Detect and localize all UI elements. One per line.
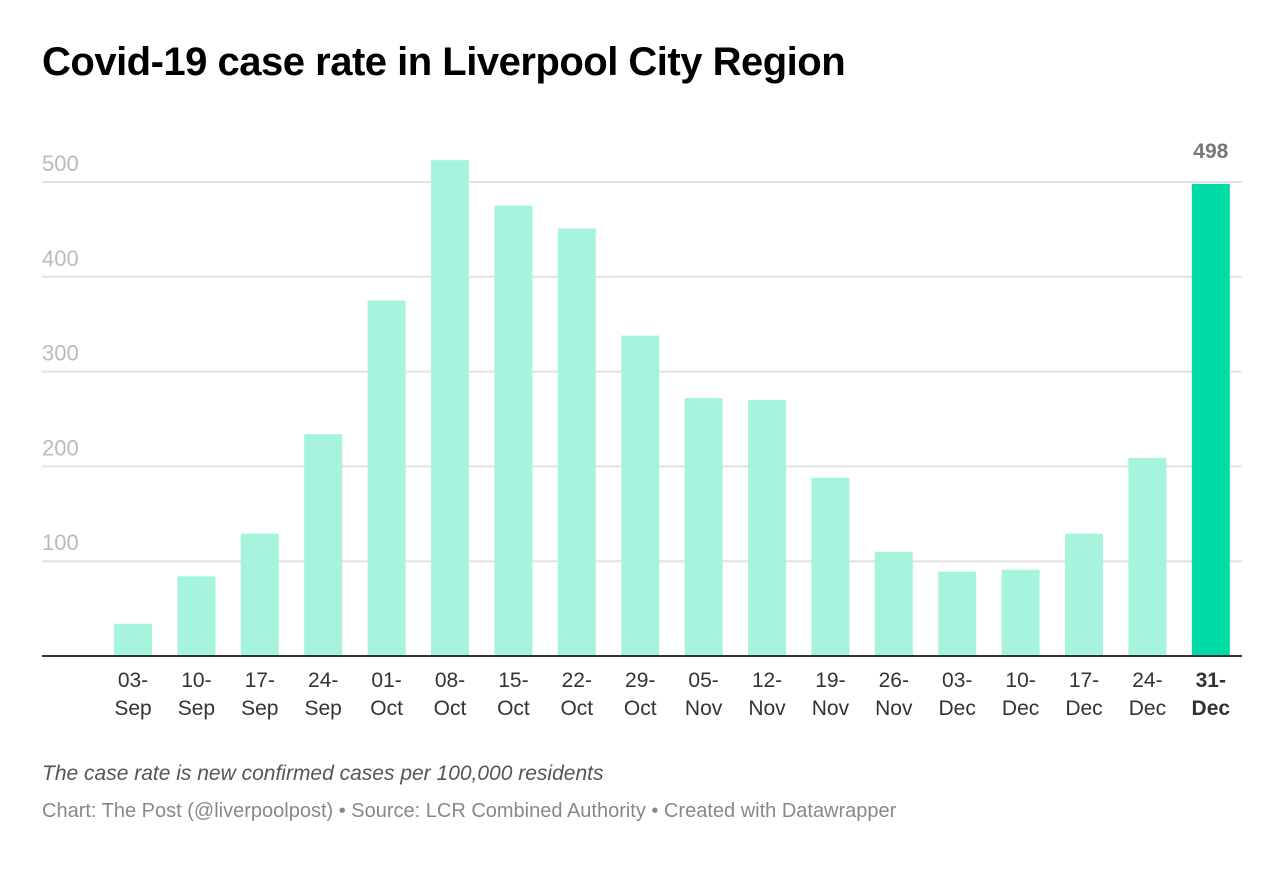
bar xyxy=(367,300,406,656)
x-tick-label: 03- xyxy=(118,669,148,692)
x-tick-label: Nov xyxy=(812,697,850,720)
x-tick-label: Nov xyxy=(748,697,786,720)
x-tick-label: 31- xyxy=(1196,669,1226,692)
x-tick-label: Dec xyxy=(1065,697,1102,720)
y-tick-label: 100 xyxy=(42,530,79,555)
x-tick-label: 17- xyxy=(245,669,275,692)
bar xyxy=(1065,533,1103,656)
x-tick-label: Dec xyxy=(1192,697,1231,720)
bar xyxy=(240,533,279,656)
bar xyxy=(748,400,786,656)
x-tick-label: 17- xyxy=(1069,669,1099,692)
x-tick-label: 01- xyxy=(371,669,401,692)
x-tick-label: 08- xyxy=(435,669,465,692)
bar-chart: 100 200 300 400 500 03- Sep 10- Sep 17- Sep 24- Sep 0… xyxy=(42,140,1242,720)
x-tick-label: 05- xyxy=(688,669,718,692)
x-tick-label: 12- xyxy=(752,669,782,692)
y-tick-label: 300 xyxy=(42,341,79,366)
bar xyxy=(874,551,913,656)
bar xyxy=(621,335,660,656)
x-tick-label: 29- xyxy=(625,669,655,692)
bar xyxy=(811,477,850,656)
x-tick-label: 03- xyxy=(942,669,972,692)
bar xyxy=(304,434,343,656)
bar xyxy=(684,398,723,656)
x-tick-label: Sep xyxy=(178,697,215,720)
bar xyxy=(431,160,469,657)
bar xyxy=(114,623,152,656)
bar xyxy=(1001,569,1040,656)
data-label: 498 xyxy=(1193,140,1228,163)
x-tick-label: Nov xyxy=(685,697,723,720)
y-tick-label: 400 xyxy=(42,246,79,271)
x-tick-label: 10- xyxy=(1005,669,1035,692)
chart-credit: Chart: The Post (@liverpoolpost) • Sourc… xyxy=(42,800,897,822)
bar xyxy=(1128,457,1167,656)
x-tick-label: Nov xyxy=(875,697,913,720)
x-tick-label: 19- xyxy=(815,669,845,692)
bar xyxy=(938,571,977,656)
x-tick-label: Dec xyxy=(1002,697,1039,720)
x-tick-label: 10- xyxy=(181,669,211,692)
x-tick-label: 26- xyxy=(879,669,909,692)
chart-note: The case rate is new confirmed cases per… xyxy=(42,762,604,785)
bar xyxy=(494,205,533,656)
bar xyxy=(557,228,596,656)
x-tick-label: Oct xyxy=(434,697,467,720)
x-tick-label: 15- xyxy=(498,669,528,692)
x-tick-label: Oct xyxy=(497,697,530,720)
x-tick-label: 24- xyxy=(1132,669,1162,692)
x-tick-label: Sep xyxy=(305,697,342,720)
x-tick-label: Oct xyxy=(370,697,403,720)
y-tick-label: 500 xyxy=(42,151,79,176)
chart-title: Covid-19 case rate in Liverpool City Reg… xyxy=(42,40,846,84)
x-tick-label: Dec xyxy=(1129,697,1166,720)
x-tick-label: Sep xyxy=(241,697,278,720)
y-tick-label: 200 xyxy=(42,435,79,460)
x-tick-label: Sep xyxy=(114,697,151,720)
x-tick-label: 22- xyxy=(562,669,592,692)
x-tick-label: Oct xyxy=(560,697,593,720)
bar xyxy=(1191,183,1230,656)
x-tick-label: Dec xyxy=(939,697,976,720)
x-tick-label: 24- xyxy=(308,669,338,692)
x-tick-label: Oct xyxy=(624,697,657,720)
bar xyxy=(177,576,216,656)
